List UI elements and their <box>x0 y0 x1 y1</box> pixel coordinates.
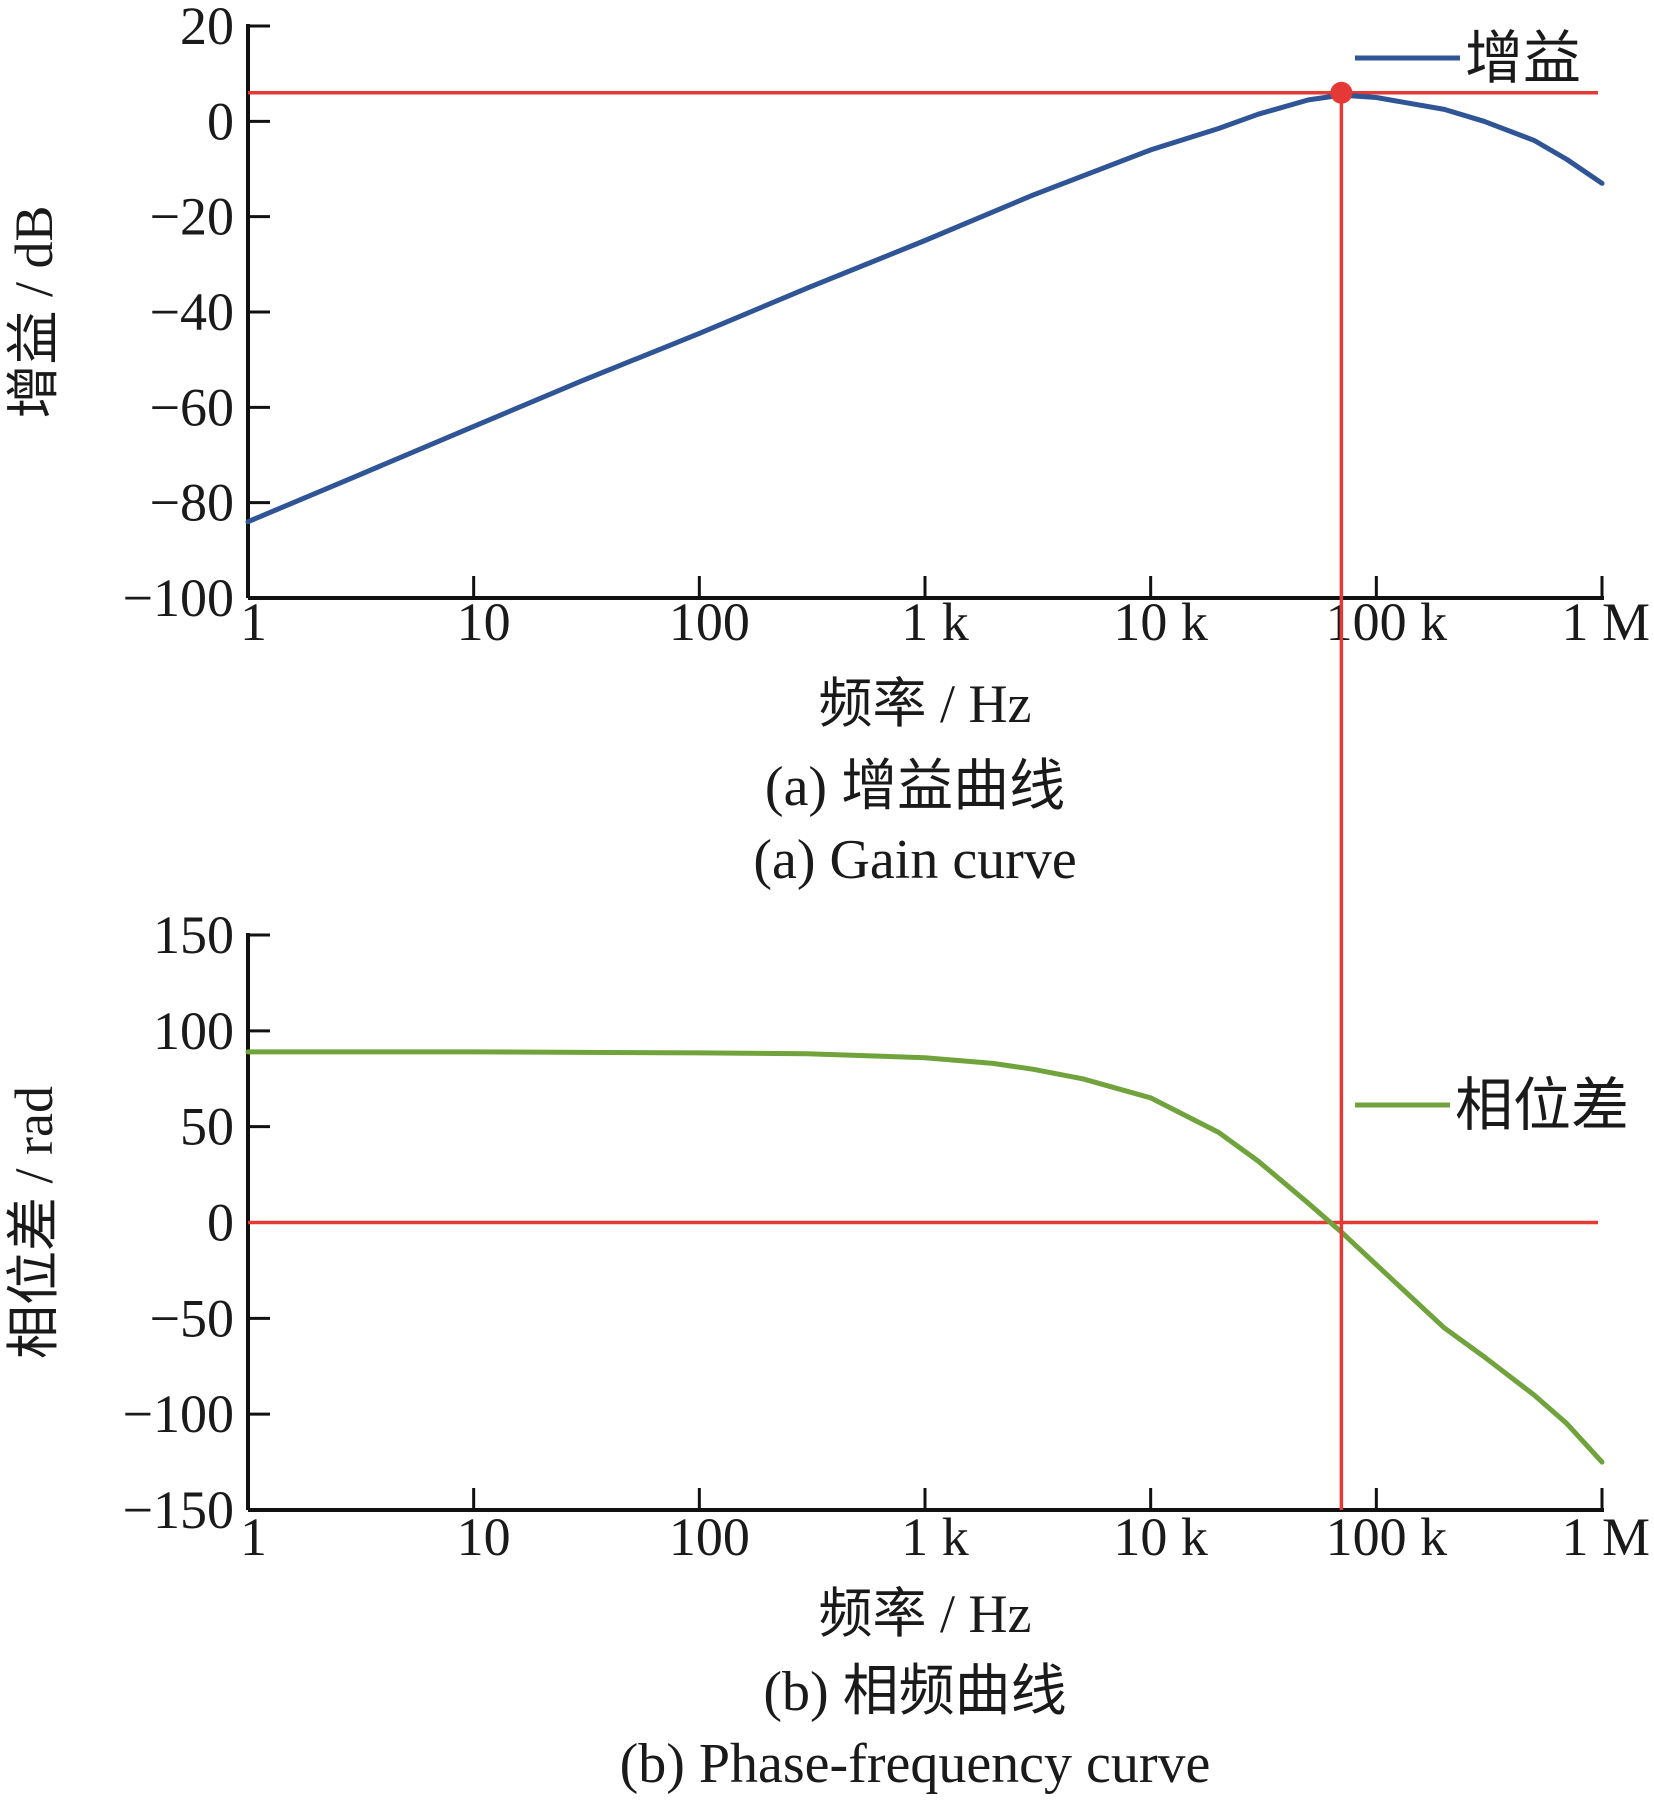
x-axis-title: 频率 / Hz <box>819 674 1032 734</box>
series-line <box>245 1049 1605 1465</box>
x-tick-label: 1 k <box>901 592 969 652</box>
x-tick-label: 10 <box>457 1507 511 1567</box>
legend-label: 增益 <box>1465 26 1581 91</box>
y-tick-label: −20 <box>150 187 234 247</box>
y-tick-label: 50 <box>180 1097 234 1157</box>
caption-english: (b) Phase-frequency curve <box>620 1733 1211 1795</box>
caption-english: (a) Gain curve <box>753 829 1076 891</box>
legend-label: 相位差 <box>1455 1073 1629 1138</box>
x-tick-label: 100 k <box>1326 592 1448 652</box>
x-tick-label: 1 M <box>1561 1507 1650 1567</box>
x-axis-title: 频率 / Hz <box>819 1584 1032 1644</box>
y-tick-label: 150 <box>153 905 234 965</box>
y-axis-title: 相位差 / rad <box>4 1086 64 1359</box>
y-tick-label: −80 <box>150 473 234 533</box>
y-tick-label: 0 <box>207 91 234 151</box>
caption-chinese: (a) 增益曲线 <box>765 756 1065 818</box>
y-tick-label: 20 <box>180 0 234 56</box>
y-axis-title: 增益 / dB <box>4 205 64 418</box>
y-tick-label: −60 <box>150 377 234 437</box>
y-tick-label: 100 <box>153 1001 234 1061</box>
series-line <box>245 92 1605 525</box>
x-tick-label: 100 k <box>1326 1507 1448 1567</box>
phase-chart: 150 100 50 0 −50 −100 −150 1 10 100 1 k 10 k 100 k 1 … <box>4 905 1650 1795</box>
y-tick-label: −100 <box>123 1384 234 1444</box>
x-tick-label: 100 <box>669 1507 750 1567</box>
y-tick-label: −100 <box>123 568 234 628</box>
x-tick-label: 1 <box>240 1507 267 1567</box>
x-tick-label: 10 <box>457 592 511 652</box>
gain-chart: 20 0 −20 −40 −60 −80 −100 1 10 100 1 k 10 k 100 k 1 M… <box>4 0 1650 891</box>
y-tick-label: 0 <box>207 1193 234 1253</box>
x-tick-label: 100 <box>669 592 750 652</box>
x-tick-label: 10 k <box>1113 592 1208 652</box>
x-tick-label: 1 k <box>901 1507 969 1567</box>
y-tick-label: −150 <box>123 1480 234 1540</box>
x-tick-label: 1 M <box>1561 592 1650 652</box>
y-tick-label: −50 <box>150 1288 234 1348</box>
caption-chinese: (b) 相频曲线 <box>763 1661 1066 1723</box>
x-tick-label: 10 k <box>1113 1507 1208 1567</box>
x-tick-label: 1 <box>240 592 267 652</box>
y-tick-label: −40 <box>150 282 234 342</box>
